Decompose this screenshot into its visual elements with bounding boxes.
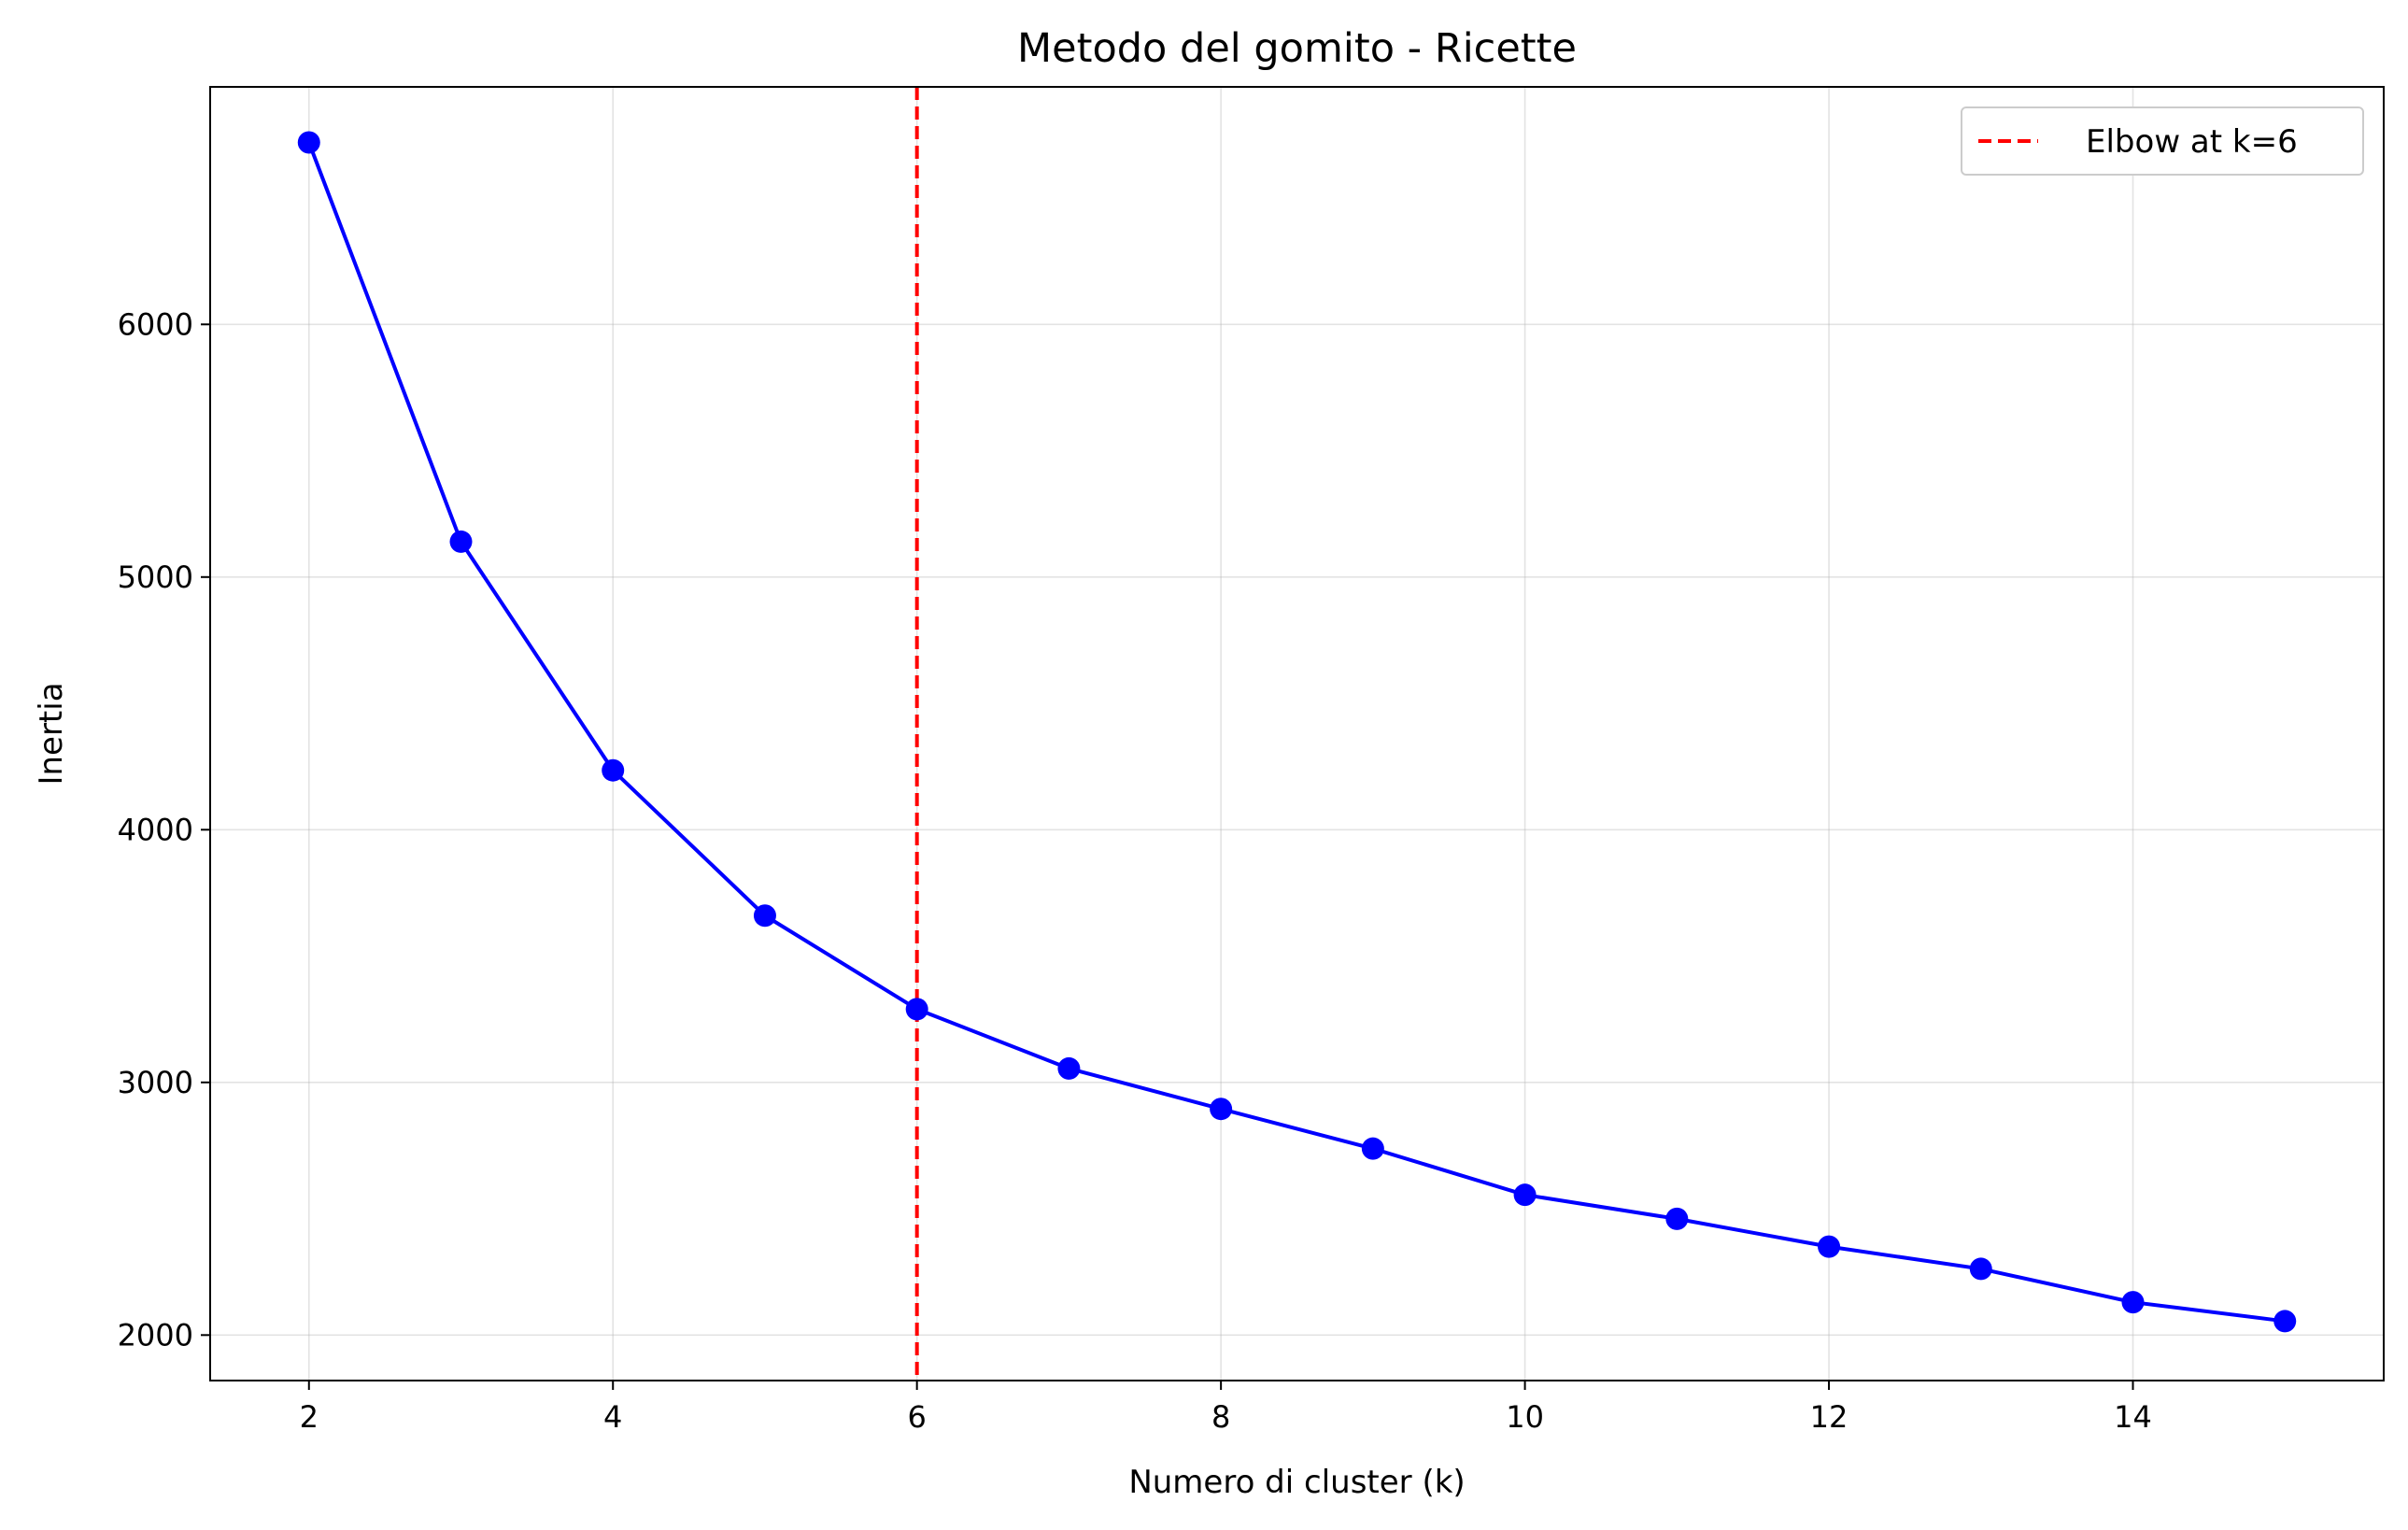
legend-label-elbow: Elbow at k=6: [2086, 123, 2298, 161]
data-point: [1513, 1183, 1537, 1207]
y-tick-label: 2000: [118, 1317, 193, 1353]
data-point: [1665, 1207, 1689, 1230]
axis-ticks: 2 4 6 8 10 12 14 2000 3000 4000 5000 6000: [118, 306, 2152, 1435]
chart-title: Metodo del gomito - Ricette: [1017, 25, 1577, 72]
data-point: [602, 758, 625, 782]
y-tick-label: 6000: [118, 306, 193, 342]
y-axis-label: Inertia: [33, 682, 70, 785]
data-point: [1818, 1235, 1841, 1258]
data-point: [1057, 1056, 1081, 1080]
grid-lines: [210, 87, 2384, 1381]
x-axis-label: Numero di cluster (k): [1128, 1464, 1465, 1501]
data-point: [297, 131, 320, 154]
data-point: [449, 530, 473, 553]
data-point: [2273, 1310, 2297, 1333]
y-tick-label: 5000: [118, 560, 193, 595]
inertia-series-line: [306, 141, 2286, 1324]
x-tick-label: 6: [908, 1399, 927, 1435]
x-tick-label: 4: [603, 1399, 622, 1435]
data-point: [1969, 1257, 1992, 1281]
data-point: [1210, 1098, 1233, 1121]
y-tick-label: 4000: [118, 812, 193, 847]
data-point: [2121, 1291, 2145, 1314]
x-tick-label: 14: [2114, 1399, 2152, 1435]
legend: Elbow at k=6: [1961, 106, 2364, 176]
data-point: [905, 998, 928, 1021]
y-tick-label: 3000: [118, 1065, 193, 1100]
data-point: [1361, 1137, 1384, 1160]
x-tick-label: 2: [300, 1399, 319, 1435]
x-tick-label: 10: [1506, 1399, 1544, 1435]
x-tick-label: 12: [1810, 1399, 1848, 1435]
x-tick-label: 8: [1211, 1399, 1230, 1435]
data-point: [753, 904, 776, 928]
plot-frame: [209, 86, 2385, 1381]
legend-box: [1961, 106, 2364, 176]
series-layer: [297, 131, 2297, 1333]
